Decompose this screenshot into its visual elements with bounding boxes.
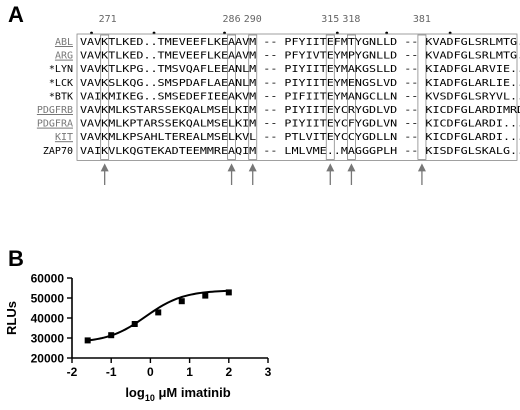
highlight-column [346, 34, 356, 160]
sequence-name: PDGFRA [37, 119, 73, 130]
sequence-name: *LYN [49, 64, 73, 75]
highlight-column [325, 34, 335, 160]
x-label-rest: μM imatinib [155, 385, 231, 400]
data-point-0 [84, 337, 91, 344]
sequence-name: KIT [55, 132, 73, 143]
sequence-name: ZAP70 [43, 146, 73, 157]
y-tick-label: 50000 [31, 292, 65, 306]
sequence-string: VAVKMLKPTARSSEKQALMSELKIM -- PIYIITEYCFY… [80, 119, 520, 130]
sequence-string: VAVKMLKSTARSSEKQALMSELKIM -- PIYIITEYCRY… [80, 105, 520, 116]
highlight-column [100, 34, 110, 160]
y-tick-label: 40000 [31, 312, 65, 326]
y-axis-label: RLUs [4, 301, 19, 335]
panel-label-a: A [8, 2, 24, 27]
data-point-3 [155, 309, 162, 316]
arrow-up-icon [417, 163, 426, 172]
sequence-string: VAVKSLKQG..SMSPDAFLAEANLM -- PIYIITEYMEN… [80, 78, 520, 89]
sequence-string: VAVKMLKPSAHLTEREALMSELKVL -- PTLVITEYCCY… [80, 132, 520, 143]
sequence-name: *BTK [49, 91, 73, 102]
x-tick-label: 0 [147, 365, 154, 379]
arrow-up-icon [100, 163, 109, 172]
position-number-315: 315 [321, 14, 339, 25]
arrow-up-icon [347, 163, 356, 172]
arrow-up-icon [227, 163, 236, 172]
sequence-string: VAVKTLKED..TMEVEEFLKEAAVM -- PFYIVTEYMPY… [80, 51, 520, 62]
highlight-column [248, 34, 258, 160]
sequence-name: ARG [55, 51, 73, 62]
x-label-log: log [125, 385, 145, 400]
position-number-271: 271 [99, 14, 117, 25]
x-tick-label: 3 [265, 365, 272, 379]
x-axis-label: log10 μM imatinib [125, 385, 230, 403]
data-point-1 [108, 332, 115, 339]
x-label-sub: 10 [145, 393, 155, 403]
alignment-figure: 271 286 290 315 318 381 ABL VAVKTLKED..TMEVEEFL… [0, 0, 520, 194]
x-tick-label: -2 [67, 365, 78, 379]
sequence-name: PDGFRB [37, 105, 73, 116]
arrow-up-icon [248, 163, 257, 172]
alignment-svg: 271 286 290 315 318 381 ABL VAVKTLKED..TMEVEEFL… [37, 14, 520, 194]
data-point-6 [225, 289, 232, 296]
dose-response-chart: 20000 30000 40000 50000 60000 -2 -1 0 1 2 3 RLUs log… [0, 270, 300, 405]
x-tick-label: -1 [106, 365, 117, 379]
x-tick-label: 1 [186, 365, 193, 379]
alignment-box [76, 33, 518, 161]
sequence-string: VAVKTLKPG..TMSVQAFLEEANLM -- PIYIITEYMAK… [80, 64, 520, 75]
highlight-column [227, 34, 237, 160]
highlight-column [417, 34, 427, 160]
position-number-290: 290 [244, 14, 262, 25]
sequence-string: VAIKMIKEG..SMSEDEFIEEAKVM -- PIFIITEYMAN… [80, 91, 520, 102]
sequence-string: VAIKVLKQGTEKADTEEMMREAQIM -- LMLVME..MAG… [80, 146, 520, 157]
y-tick-label: 20000 [31, 352, 65, 366]
sequence-name: ABL [55, 37, 73, 48]
data-point-2 [131, 321, 138, 327]
y-tick-label: 60000 [31, 272, 65, 286]
panel-label-b: B [8, 246, 24, 271]
y-tick-label: 30000 [31, 332, 65, 346]
x-tick-label: 2 [225, 365, 232, 379]
sequence-string: VAVKTLKED..TMEVEEFLKEAAVM -- PFYIITEFMTY… [80, 37, 520, 48]
sequence-name: *LCK [49, 78, 73, 89]
data-point-4 [178, 298, 185, 305]
chart-svg: 20000 30000 40000 50000 60000 -2 -1 0 1 2 3 RLUs log… [4, 272, 272, 404]
position-number-318: 318 [342, 14, 360, 25]
position-number-286: 286 [223, 14, 241, 25]
arrow-up-icon [326, 163, 335, 172]
position-number-381: 381 [413, 14, 431, 25]
data-point-5 [202, 292, 209, 299]
